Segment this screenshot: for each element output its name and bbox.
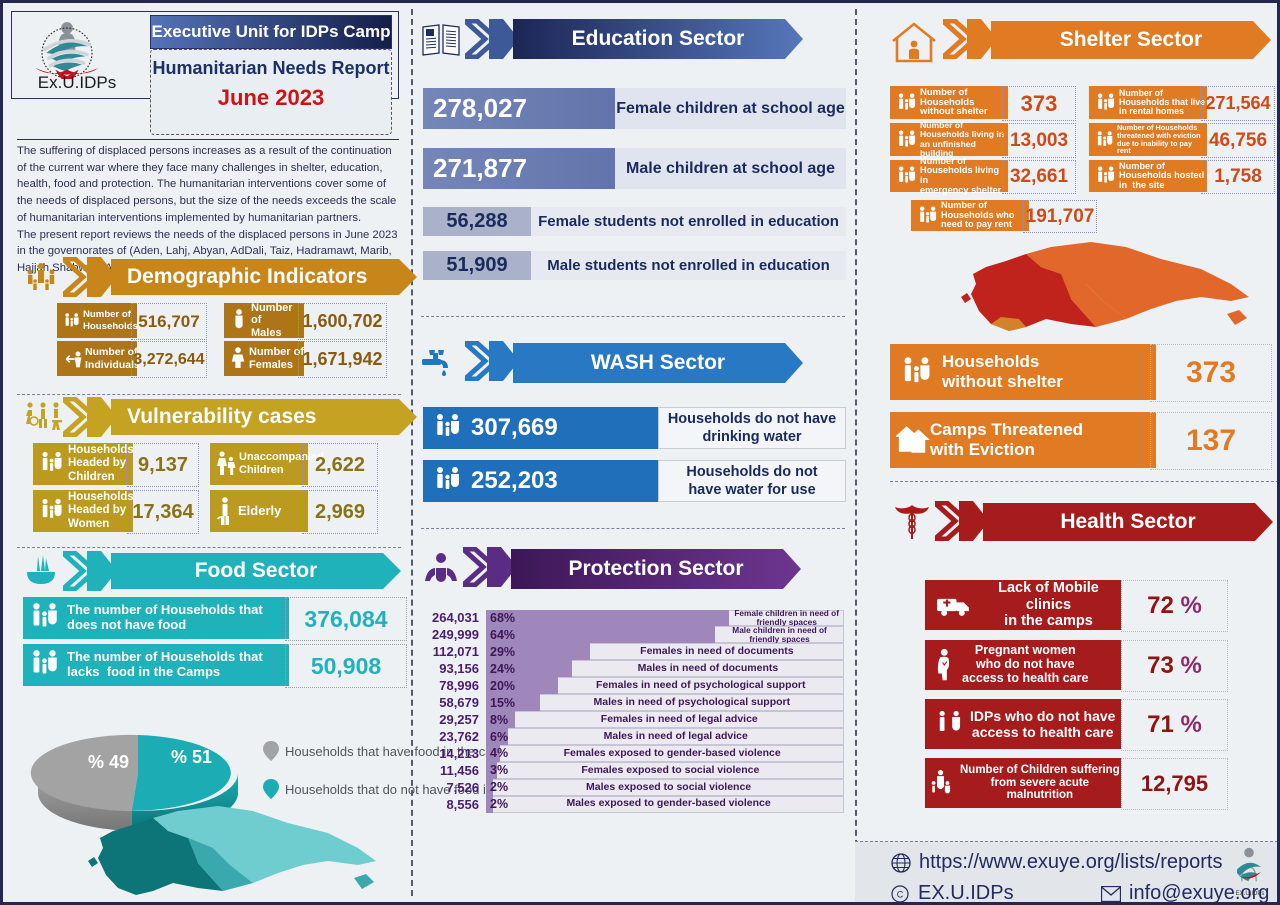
svg-text:C: C	[897, 889, 904, 899]
svg-text:% 51: % 51	[171, 747, 212, 767]
svg-text:% 49: % 49	[88, 752, 129, 772]
